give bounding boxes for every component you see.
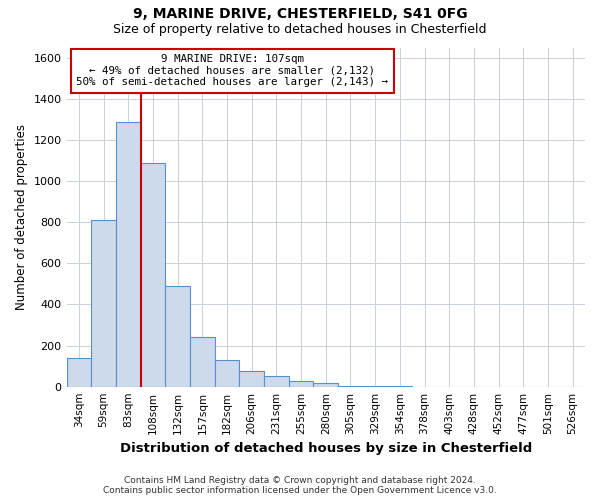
Bar (239, 372, 264, 386)
Bar (190, 338, 215, 386)
Y-axis label: Number of detached properties: Number of detached properties (15, 124, 28, 310)
Bar (140, 162, 165, 386)
Bar (289, 380, 313, 386)
Text: Size of property relative to detached houses in Chesterfield: Size of property relative to detached ho… (113, 22, 487, 36)
Bar (165, 286, 190, 386)
Bar (215, 360, 239, 386)
Bar (67, 358, 91, 386)
Bar (91, 220, 116, 386)
Text: 9 MARINE DRIVE: 107sqm
← 49% of detached houses are smaller (2,132)
50% of semi-: 9 MARINE DRIVE: 107sqm ← 49% of detached… (76, 54, 388, 88)
Bar (313, 383, 338, 386)
Text: 9, MARINE DRIVE, CHESTERFIELD, S41 0FG: 9, MARINE DRIVE, CHESTERFIELD, S41 0FG (133, 8, 467, 22)
Text: Contains HM Land Registry data © Crown copyright and database right 2024.
Contai: Contains HM Land Registry data © Crown c… (103, 476, 497, 495)
X-axis label: Distribution of detached houses by size in Chesterfield: Distribution of detached houses by size … (119, 442, 532, 455)
Bar (264, 376, 289, 386)
Bar (116, 122, 140, 386)
